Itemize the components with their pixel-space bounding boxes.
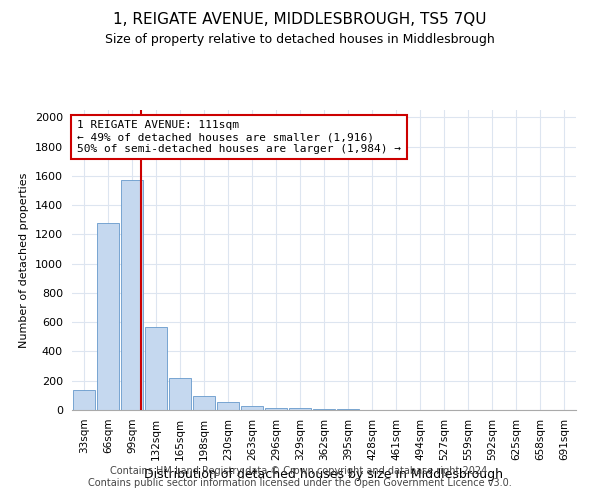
Bar [169,378,191,410]
Text: Size of property relative to detached houses in Middlesbrough: Size of property relative to detached ho… [105,32,495,46]
Bar [145,328,167,410]
Bar [193,396,215,410]
Bar [217,402,239,410]
Text: 1 REIGATE AVENUE: 111sqm
← 49% of detached houses are smaller (1,916)
50% of sem: 1 REIGATE AVENUE: 111sqm ← 49% of detach… [77,120,401,154]
Bar [121,180,143,410]
Bar [313,409,335,410]
Text: Contains HM Land Registry data © Crown copyright and database right 2024.
Contai: Contains HM Land Registry data © Crown c… [88,466,512,487]
Text: 1, REIGATE AVENUE, MIDDLESBROUGH, TS5 7QU: 1, REIGATE AVENUE, MIDDLESBROUGH, TS5 7Q… [113,12,487,28]
Bar [97,224,119,410]
X-axis label: Distribution of detached houses by size in Middlesbrough: Distribution of detached houses by size … [145,468,503,481]
Bar [289,408,311,410]
Bar [265,408,287,410]
Bar [73,390,95,410]
Y-axis label: Number of detached properties: Number of detached properties [19,172,29,348]
Bar [241,406,263,410]
